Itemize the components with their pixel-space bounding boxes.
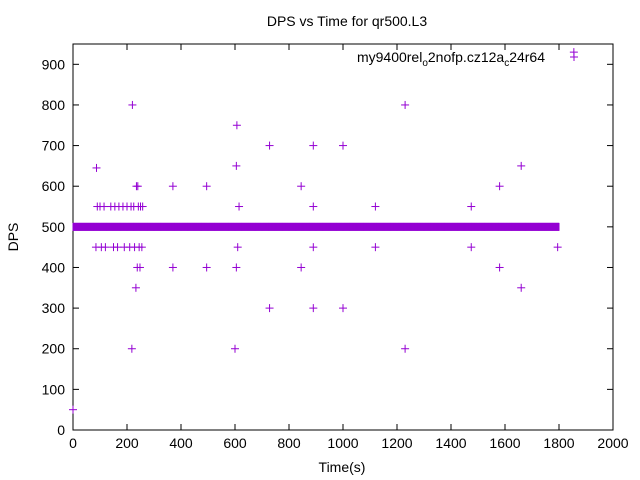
- chart-title: DPS vs Time for qr500.L3: [267, 13, 428, 29]
- plot-frame: [72, 43, 614, 431]
- x-tick-label: 600: [223, 435, 247, 451]
- x-tick-label: 0: [69, 435, 77, 451]
- y-tick-label: 600: [42, 178, 66, 194]
- y-tick-label: 0: [57, 422, 65, 438]
- x-tick-label: 1600: [489, 435, 520, 451]
- y-tick-label: 400: [42, 259, 66, 275]
- x-tick-label: 1400: [435, 435, 466, 451]
- y-tick-label: 800: [42, 97, 66, 113]
- y-tick-label: 300: [42, 300, 66, 316]
- y-axis-label: DPS: [5, 223, 21, 252]
- y-tick-label: 700: [42, 138, 66, 154]
- x-tick-label: 1000: [327, 435, 358, 451]
- legend-entry-text: my9400relo2nofp.cz12ac24r64: [357, 49, 545, 69]
- legend: my9400relo2nofp.cz12ac24r64: [357, 49, 578, 69]
- x-axis: 0 200 400 600 800 1000 1200 1400 1600 1800 2000: [69, 44, 629, 451]
- y-axis: 0 100 200 300 400 500 600 700 800 900: [42, 56, 613, 438]
- y-tick-label: 200: [42, 341, 66, 357]
- x-tick-label: 200: [115, 435, 139, 451]
- x-tick-label: 800: [277, 435, 301, 451]
- y-tick-label: 500: [42, 219, 66, 235]
- x-tick-label: 1200: [381, 435, 412, 451]
- x-tick-label: 1800: [543, 435, 574, 451]
- data-points: [69, 48, 578, 414]
- x-tick-label: 2000: [597, 435, 628, 451]
- x-tick-label: 400: [169, 435, 193, 451]
- y-tick-label: 100: [42, 381, 66, 397]
- y-tick-label: 900: [42, 56, 66, 72]
- x-axis-label: Time(s): [319, 459, 366, 475]
